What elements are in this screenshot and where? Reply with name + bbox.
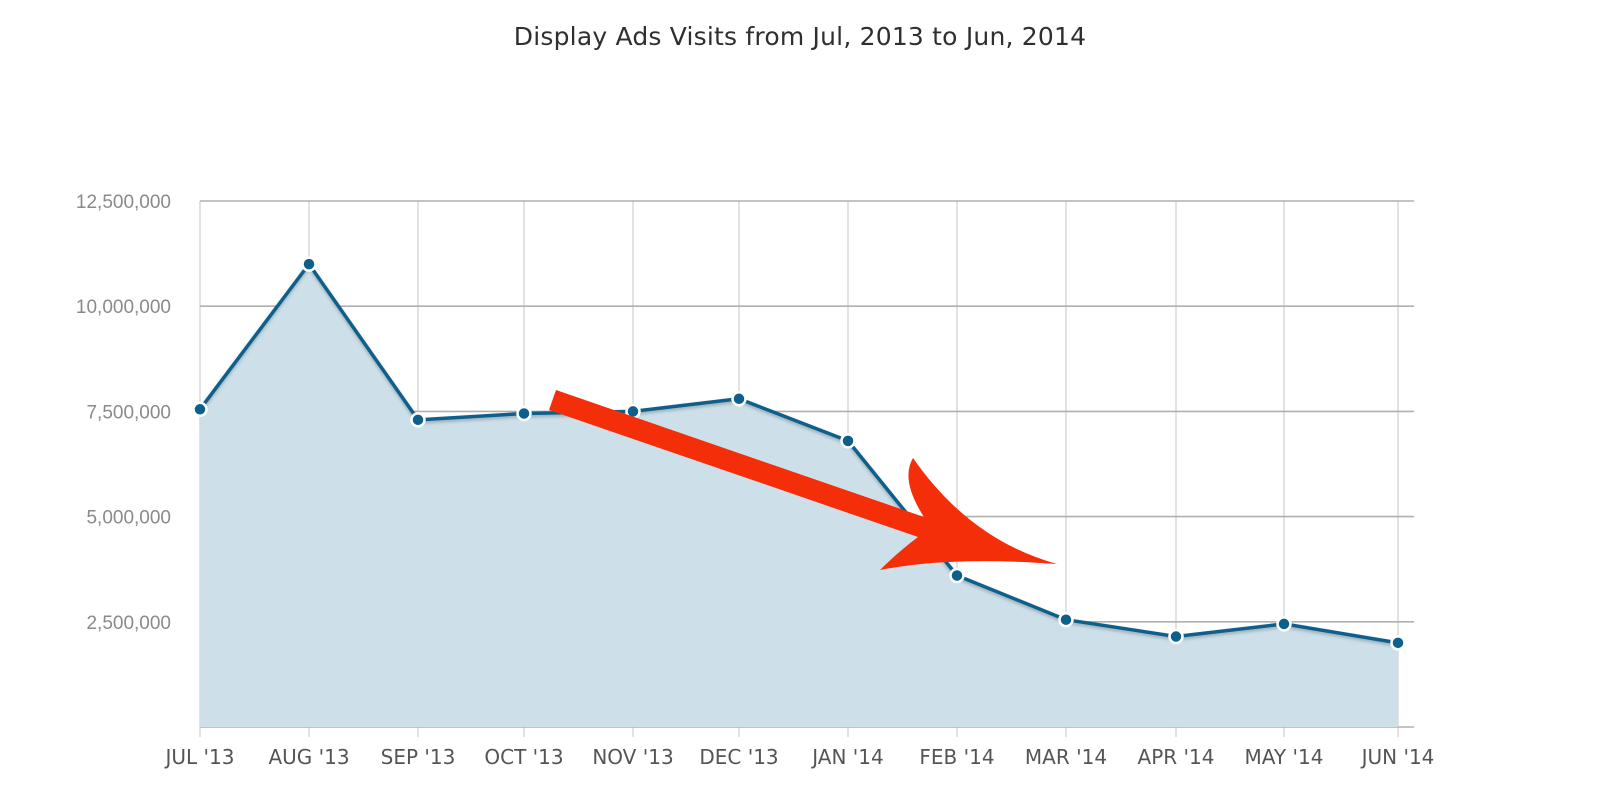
y-tick-label: 7,500,000 xyxy=(86,402,171,423)
data-point xyxy=(301,256,317,272)
data-point xyxy=(1058,611,1074,628)
x-tick-label: JAN '14 xyxy=(810,745,884,769)
y-tick-label: 2,500,000 xyxy=(86,613,171,634)
data-point xyxy=(516,405,532,422)
data-point xyxy=(410,412,426,428)
data-point xyxy=(1276,616,1292,632)
x-tick-label: MAR '14 xyxy=(1025,745,1107,769)
y-tick-label: 10,000,000 xyxy=(76,297,171,318)
x-tick-label: FEB '14 xyxy=(919,745,994,769)
y-tick-label: 12,500,000 xyxy=(76,192,171,213)
data-point xyxy=(1168,628,1184,645)
x-tick-label: MAY '14 xyxy=(1245,745,1324,769)
annotation-arrow xyxy=(549,390,1057,570)
y-tick-label: 5,000,000 xyxy=(86,508,171,529)
x-tick-label: JUL '13 xyxy=(164,745,235,769)
chart-title: Display Ads Visits from Jul, 2013 to Jun… xyxy=(513,22,1087,51)
x-tick-label: AUG '13 xyxy=(268,745,349,769)
x-tick-label: APR '14 xyxy=(1138,745,1215,769)
x-tick-label: OCT '13 xyxy=(484,745,563,769)
x-tick-label: JUN '14 xyxy=(1360,745,1435,769)
x-tick-label: SEP '13 xyxy=(381,745,456,769)
data-point xyxy=(840,433,856,449)
data-point xyxy=(731,391,747,407)
series-line xyxy=(198,262,1399,645)
data-point xyxy=(192,401,208,418)
x-tick-label: DEC '13 xyxy=(699,745,778,769)
data-point xyxy=(949,567,965,584)
data-point xyxy=(1390,635,1406,651)
x-tick-label: NOV '13 xyxy=(592,745,673,769)
